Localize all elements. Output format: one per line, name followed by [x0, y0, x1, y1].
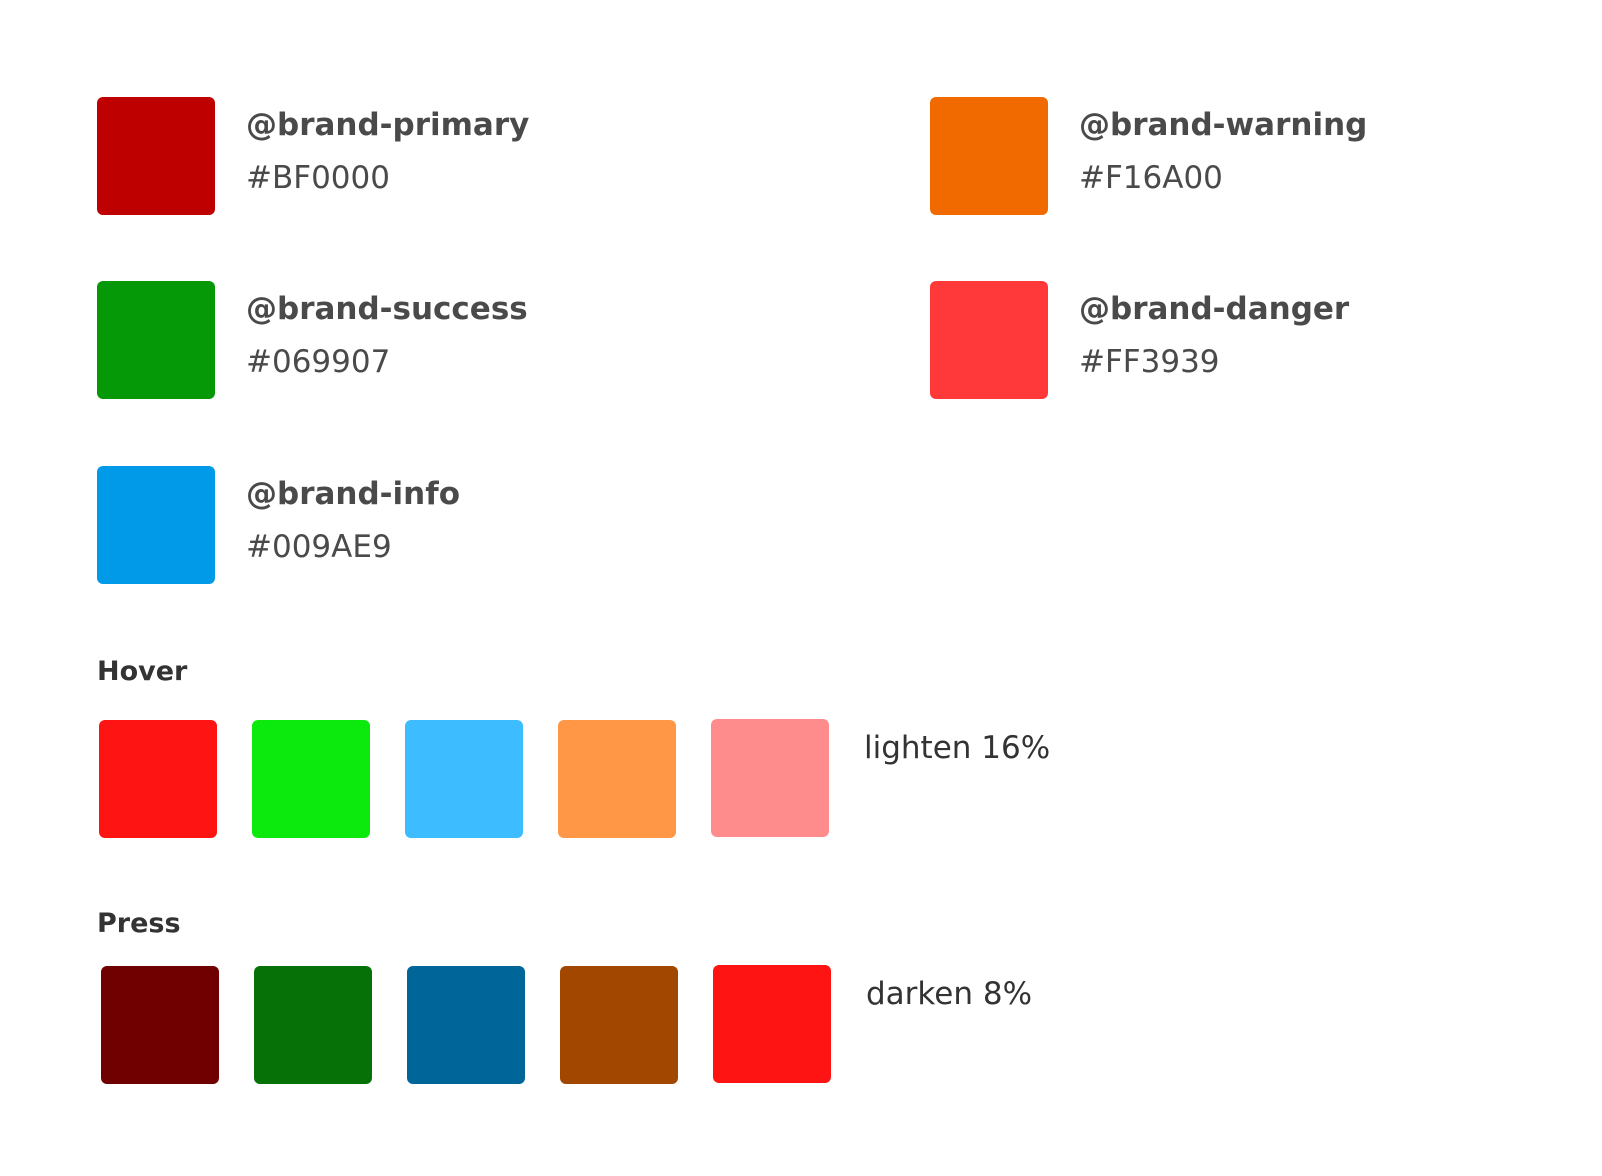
color-hex-value: #FF3939	[1079, 344, 1220, 380]
press-swatch-danger	[713, 965, 831, 1083]
brand-color-primary: @brand-primary #BF0000	[97, 97, 697, 217]
brand-color-success: @brand-success #069907	[97, 281, 697, 401]
hover-note: lighten 16%	[864, 730, 1051, 766]
color-hex-value: #009AE9	[246, 529, 392, 565]
hover-swatch-info	[405, 720, 523, 838]
color-hex-value: #F16A00	[1079, 160, 1223, 196]
press-note: darken 8%	[866, 976, 1033, 1012]
color-variable-name: @brand-warning	[1079, 107, 1368, 143]
hover-swatch-warning	[558, 720, 676, 838]
color-variable-name: @brand-success	[246, 291, 528, 327]
color-swatch	[97, 281, 215, 399]
color-variable-name: @brand-info	[246, 476, 461, 512]
hover-swatch-primary	[99, 720, 217, 838]
color-swatch	[930, 281, 1048, 399]
color-hex-value: #BF0000	[246, 160, 390, 196]
press-swatch-primary	[101, 966, 219, 1084]
color-swatch	[97, 466, 215, 584]
color-swatch	[97, 97, 215, 215]
hover-swatch-danger	[711, 719, 829, 837]
hover-section-title: Hover	[97, 656, 188, 687]
hover-swatch-success	[252, 720, 370, 838]
press-section-title: Press	[97, 908, 181, 939]
press-swatch-info	[407, 966, 525, 1084]
press-swatch-warning	[560, 966, 678, 1084]
color-variable-name: @brand-danger	[1079, 291, 1350, 327]
color-hex-value: #069907	[246, 344, 391, 380]
brand-color-danger: @brand-danger #FF3939	[930, 281, 1530, 401]
color-variable-name: @brand-primary	[246, 107, 530, 143]
brand-color-info: @brand-info #009AE9	[97, 466, 697, 586]
color-swatch	[930, 97, 1048, 215]
press-swatch-success	[254, 966, 372, 1084]
brand-color-warning: @brand-warning #F16A00	[930, 97, 1530, 217]
